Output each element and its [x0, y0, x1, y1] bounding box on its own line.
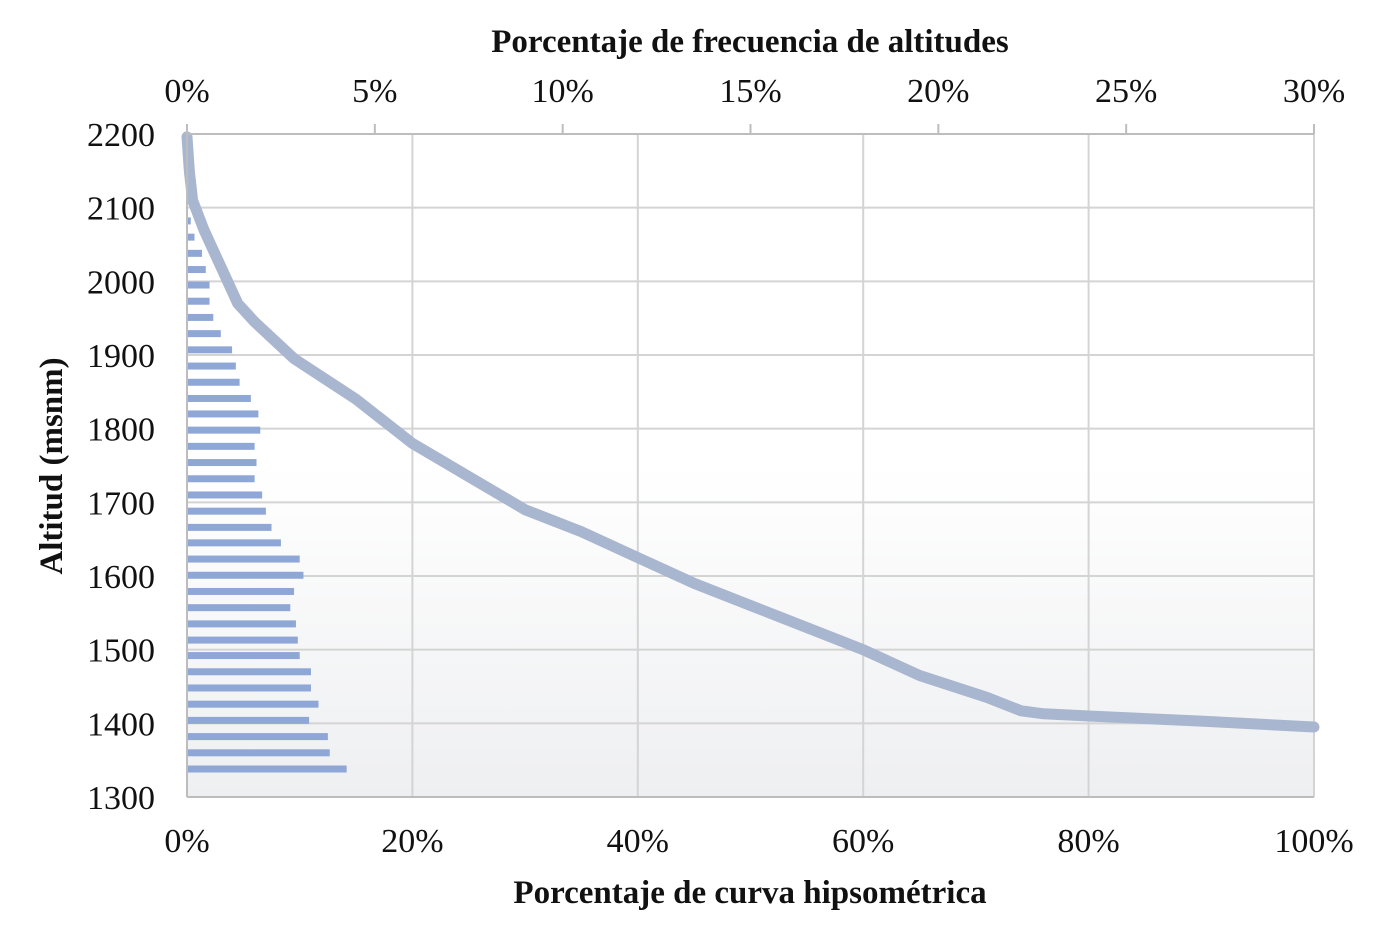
- frequency-bar: [187, 620, 296, 628]
- frequency-bar: [187, 668, 311, 676]
- frequency-bar: [187, 765, 347, 773]
- frequency-bar: [187, 249, 203, 257]
- frequency-bar: [187, 266, 206, 274]
- frequency-bar: [187, 636, 298, 644]
- y-tick-label: 1600: [87, 559, 155, 596]
- frequency-bar: [187, 587, 295, 595]
- frequency-bar: [187, 507, 266, 515]
- frequency-bar: [187, 297, 210, 305]
- top-x-tick-label: 5%: [352, 73, 397, 110]
- frequency-bar: [187, 539, 281, 547]
- frequency-bar: [187, 410, 259, 418]
- frequency-bar: [187, 684, 311, 692]
- top-x-tick-label: 30%: [1283, 73, 1345, 110]
- plot-area: [187, 134, 1314, 797]
- bottom-x-tick-label: 80%: [1057, 823, 1119, 860]
- frequency-bar: [187, 362, 236, 370]
- frequency-bar: [187, 475, 255, 483]
- y-tick-label: 1400: [87, 706, 155, 743]
- frequency-bar: [187, 346, 233, 354]
- top-axis-title: Porcentaje de frecuencia de altitudes: [491, 24, 1009, 60]
- hypsometric-curve-line: [181, 131, 1320, 733]
- frequency-bar: [187, 749, 330, 757]
- y-tick-label: 1700: [87, 485, 155, 522]
- frequency-bar: [187, 394, 251, 402]
- top-x-tick-label: 20%: [907, 73, 969, 110]
- frequency-bar: [187, 491, 263, 499]
- frequency-bar: [187, 555, 300, 563]
- frequency-bar: [187, 716, 310, 724]
- bottom-x-tick-label: 100%: [1274, 823, 1353, 860]
- frequency-bar: [187, 378, 240, 386]
- bottom-axis-title: Porcentaje de curva hipsométrica: [513, 875, 986, 911]
- y-tick-label: 1300: [87, 780, 155, 817]
- y-tick-label: 2100: [87, 191, 155, 228]
- frequency-bar: [187, 281, 210, 289]
- frequency-bar: [187, 652, 300, 660]
- frequency-bar: [187, 733, 328, 741]
- frequency-bar: [187, 426, 261, 434]
- frequency-bar: [187, 233, 195, 241]
- frequency-bar: [187, 571, 304, 579]
- y-tick-label: 1500: [87, 633, 155, 670]
- y-tick-label: 1900: [87, 338, 155, 375]
- frequency-bar: [187, 700, 319, 708]
- top-x-tick-label: 10%: [532, 73, 594, 110]
- top-x-tick-label: 25%: [1095, 73, 1157, 110]
- y-tick-label: 2200: [87, 117, 155, 154]
- frequency-bar: [187, 459, 257, 467]
- hypsometric-curve: [181, 131, 1320, 733]
- frequency-bar: [187, 217, 191, 225]
- frequency-bar: [187, 313, 214, 321]
- y-tick-label: 1800: [87, 412, 155, 449]
- frequency-bar: [187, 523, 272, 531]
- frequency-bar: [187, 442, 255, 450]
- top-x-tick-label: 0%: [164, 73, 209, 110]
- frequency-bar: [187, 604, 291, 612]
- axes: 2200 2100 2000 1900 1800 1700 1600 1500 1400 1300…: [87, 73, 1354, 860]
- y-axis-title: Altitud (msnm): [34, 357, 70, 574]
- top-x-tick-label: 15%: [719, 73, 781, 110]
- bottom-x-tick-label: 60%: [832, 823, 894, 860]
- frequency-bar: [187, 330, 221, 338]
- bottom-x-tick-label: 20%: [381, 823, 443, 860]
- bottom-x-tick-label: 40%: [607, 823, 669, 860]
- y-tick-label: 2000: [87, 264, 155, 301]
- frequency-bars: [187, 217, 347, 773]
- bottom-x-tick-label: 0%: [164, 823, 209, 860]
